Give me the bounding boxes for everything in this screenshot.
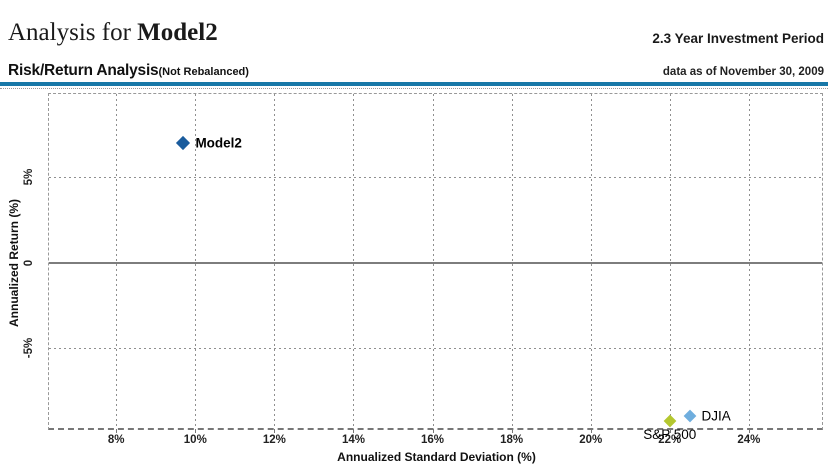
x-tick-mark-14 <box>353 429 355 433</box>
x-gridline-14 <box>353 94 355 428</box>
section-title: Risk/Return Analysis(Not Rebalanced) <box>8 62 249 80</box>
y-gridline--5 <box>49 347 822 349</box>
x-gridline-16 <box>432 94 434 428</box>
x-gridline-24 <box>748 94 750 428</box>
investment-period-label: 2.3 Year Investment Period <box>652 31 824 46</box>
x-tick-label-10: 10% <box>183 434 207 446</box>
y-tick-label--5: -5% <box>23 337 35 358</box>
x-tick-mark-18 <box>511 429 513 433</box>
point-label-model2: Model2 <box>195 135 242 151</box>
section-title-text: Risk/Return Analysis <box>8 62 159 79</box>
header-accent-rule <box>0 82 828 86</box>
risk-return-scatter-plot: 8% 10% 12% 14% 16% 18% 20% 22% 24% 5% 0 -5% Annualiz… <box>7 93 823 464</box>
x-tick-label-8: 8% <box>107 434 125 446</box>
x-gridline-20 <box>590 94 592 428</box>
y-tick-label-5: 5% <box>23 169 35 186</box>
point-model2-diamond-icon <box>176 136 191 151</box>
header-dotted-rule <box>0 88 828 89</box>
x-gridline-18 <box>511 94 513 428</box>
x-tick-label-16: 16% <box>421 434 445 446</box>
point-label-s-p-500: S&P 500 <box>643 426 697 442</box>
x-tick-mark-8 <box>116 429 118 433</box>
data-as-of-label: data as of November 30, 2009 <box>662 66 824 78</box>
x-tick-label-18: 18% <box>500 434 524 446</box>
x-tick-mark-22 <box>669 429 671 433</box>
point-label-djia: DJIA <box>701 408 731 424</box>
x-gridline-12 <box>274 94 276 428</box>
y-gridline-5 <box>49 177 822 179</box>
x-tick-mark-12 <box>274 429 276 433</box>
x-gridline-22 <box>669 94 671 428</box>
x-gridline-10 <box>195 94 197 428</box>
x-tick-label-14: 14% <box>341 434 365 446</box>
x-tick-mark-16 <box>432 429 434 433</box>
point-s-p-500-diamond-icon <box>663 414 677 428</box>
page-title-model-name: Model2 <box>137 19 218 46</box>
x-tick-label-12: 12% <box>262 434 286 446</box>
point-djia-diamond-icon <box>683 409 696 423</box>
x-axis-title: Annualized Standard Deviation (%) <box>337 450 536 464</box>
x-tick-mark-24 <box>748 429 750 433</box>
page-title-regular: Analysis for <box>8 19 138 46</box>
x-gridline-8 <box>116 94 118 428</box>
y-tick-label-0: 0 <box>23 259 35 266</box>
page-title: Analysis for Model2 <box>8 19 218 47</box>
y-axis-title: Annualized Return (%) <box>7 198 21 327</box>
x-tick-mark-20 <box>590 429 592 433</box>
x-tick-label-22: 22% <box>658 434 682 446</box>
x-tick-label-20: 20% <box>579 434 603 446</box>
x-tick-label-24: 24% <box>737 434 761 446</box>
x-tick-mark-10 <box>195 429 197 433</box>
y-gridline-0 <box>49 261 822 264</box>
section-subtitle: (Not Rebalanced) <box>158 66 249 78</box>
